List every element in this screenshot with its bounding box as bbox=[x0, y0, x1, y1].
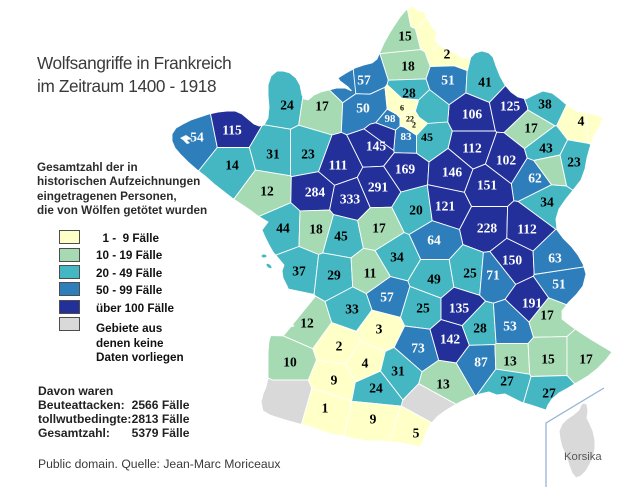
svg-text:22: 22 bbox=[406, 115, 414, 124]
svg-text:6: 6 bbox=[400, 104, 404, 113]
svg-text:111: 111 bbox=[329, 158, 348, 173]
svg-text:291: 291 bbox=[368, 180, 389, 195]
svg-text:57: 57 bbox=[380, 290, 394, 305]
svg-text:51: 51 bbox=[441, 73, 455, 88]
svg-text:146: 146 bbox=[442, 165, 463, 180]
svg-text:228: 228 bbox=[477, 221, 498, 236]
svg-text:98: 98 bbox=[385, 113, 397, 125]
svg-text:31: 31 bbox=[266, 147, 280, 162]
svg-text:17: 17 bbox=[524, 121, 538, 136]
svg-text:73: 73 bbox=[411, 341, 425, 356]
svg-text:28: 28 bbox=[473, 321, 487, 336]
svg-text:4: 4 bbox=[362, 356, 369, 371]
svg-text:31: 31 bbox=[391, 364, 405, 379]
svg-text:3: 3 bbox=[376, 322, 383, 337]
svg-text:13: 13 bbox=[503, 354, 517, 369]
svg-text:34: 34 bbox=[540, 195, 554, 210]
svg-text:9: 9 bbox=[331, 373, 338, 388]
svg-text:135: 135 bbox=[449, 301, 470, 316]
svg-text:115: 115 bbox=[222, 123, 242, 138]
svg-text:15: 15 bbox=[541, 352, 555, 367]
svg-text:54: 54 bbox=[190, 130, 204, 145]
svg-text:51: 51 bbox=[552, 277, 566, 292]
svg-text:5: 5 bbox=[413, 426, 420, 441]
svg-text:18: 18 bbox=[309, 222, 323, 237]
svg-text:20: 20 bbox=[409, 203, 423, 218]
svg-text:24: 24 bbox=[369, 381, 383, 396]
svg-text:49: 49 bbox=[427, 272, 441, 287]
svg-text:2: 2 bbox=[336, 339, 343, 354]
svg-text:14: 14 bbox=[225, 158, 239, 173]
svg-text:71: 71 bbox=[486, 268, 500, 283]
svg-text:50: 50 bbox=[356, 101, 370, 116]
svg-text:9: 9 bbox=[370, 412, 377, 427]
svg-text:44: 44 bbox=[276, 221, 290, 236]
svg-text:64: 64 bbox=[427, 233, 441, 248]
svg-text:18: 18 bbox=[401, 59, 415, 74]
svg-text:191: 191 bbox=[522, 296, 543, 311]
svg-text:106: 106 bbox=[462, 107, 483, 122]
svg-text:45: 45 bbox=[421, 130, 433, 144]
svg-text:284: 284 bbox=[305, 185, 326, 200]
svg-text:27: 27 bbox=[542, 386, 556, 401]
svg-text:150: 150 bbox=[502, 253, 523, 268]
svg-text:151: 151 bbox=[477, 178, 498, 193]
svg-text:142: 142 bbox=[440, 332, 461, 347]
svg-text:41: 41 bbox=[478, 75, 492, 90]
svg-text:23: 23 bbox=[567, 155, 581, 170]
svg-text:121: 121 bbox=[435, 199, 456, 214]
svg-text:11: 11 bbox=[364, 266, 377, 281]
svg-text:25: 25 bbox=[463, 266, 477, 281]
svg-text:12: 12 bbox=[260, 184, 274, 199]
svg-text:17: 17 bbox=[579, 352, 593, 367]
svg-text:38: 38 bbox=[538, 97, 552, 112]
svg-text:43: 43 bbox=[539, 141, 553, 156]
svg-text:28: 28 bbox=[402, 86, 416, 101]
svg-text:37: 37 bbox=[292, 264, 306, 279]
svg-text:112: 112 bbox=[517, 222, 537, 237]
svg-text:1: 1 bbox=[322, 401, 329, 416]
svg-text:29: 29 bbox=[327, 268, 341, 283]
svg-text:34: 34 bbox=[390, 250, 404, 265]
svg-text:83: 83 bbox=[401, 131, 413, 143]
svg-text:13: 13 bbox=[436, 377, 450, 392]
svg-text:53: 53 bbox=[503, 319, 517, 334]
svg-text:102: 102 bbox=[496, 153, 517, 168]
svg-text:15: 15 bbox=[398, 29, 412, 44]
svg-text:23: 23 bbox=[301, 147, 315, 162]
svg-text:25: 25 bbox=[416, 301, 430, 316]
svg-text:27: 27 bbox=[500, 374, 514, 389]
svg-text:57: 57 bbox=[357, 73, 371, 88]
svg-text:63: 63 bbox=[548, 251, 562, 266]
svg-text:10: 10 bbox=[283, 355, 297, 370]
svg-text:12: 12 bbox=[300, 316, 314, 331]
svg-text:33: 33 bbox=[345, 302, 359, 317]
svg-text:4: 4 bbox=[578, 114, 585, 129]
svg-text:62: 62 bbox=[528, 171, 542, 186]
svg-text:24: 24 bbox=[280, 98, 294, 113]
svg-text:87: 87 bbox=[474, 355, 488, 370]
svg-text:17: 17 bbox=[372, 221, 386, 236]
svg-text:17: 17 bbox=[315, 99, 329, 114]
svg-text:2: 2 bbox=[444, 47, 451, 62]
svg-text:333: 333 bbox=[340, 192, 361, 207]
svg-text:17: 17 bbox=[540, 308, 554, 323]
svg-text:2: 2 bbox=[412, 121, 416, 130]
svg-text:125: 125 bbox=[500, 99, 521, 114]
svg-text:45: 45 bbox=[334, 229, 348, 244]
svg-text:112: 112 bbox=[462, 141, 482, 156]
svg-text:145: 145 bbox=[366, 139, 387, 154]
svg-text:169: 169 bbox=[395, 162, 416, 177]
